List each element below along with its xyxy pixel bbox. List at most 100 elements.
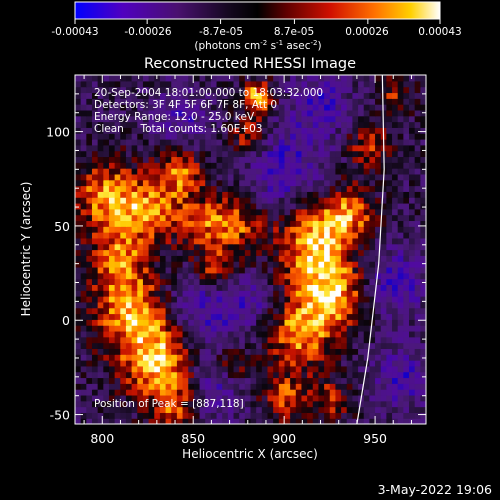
heatmap-cell: [216, 266, 223, 274]
heatmap-cell: [380, 75, 387, 82]
heatmap-cell: [75, 325, 82, 332]
heatmap-cell: [114, 243, 121, 251]
heatmap-cell: [295, 156, 303, 163]
heatmap-cell: [267, 377, 274, 384]
heatmap-cell: [154, 418, 161, 424]
heatmap-cell: [267, 220, 274, 227]
heatmap-cell: [216, 371, 223, 379]
heatmap-cell: [193, 342, 201, 349]
heatmap-cell: [227, 319, 235, 326]
heatmap-cell: [239, 232, 246, 239]
heatmap-cell: [250, 290, 257, 297]
heatmap-cell: [120, 272, 127, 280]
heatmap-cell: [165, 272, 172, 280]
heatmap-cell: [403, 330, 410, 338]
heatmap-cell: [307, 383, 314, 390]
heatmap-cell: [216, 133, 223, 140]
heatmap-cell: [137, 389, 144, 396]
annotation-detectors: Detectors: 3F 4F 5F 6F 7F 8F, Att 0: [94, 99, 277, 111]
heatmap-cell: [222, 98, 229, 105]
heatmap-cell: [386, 313, 393, 320]
heatmap-cell: [182, 220, 189, 227]
heatmap-cell: [312, 342, 320, 349]
heatmap-cell: [329, 92, 337, 99]
heatmap-cell: [403, 191, 410, 198]
heatmap-cell: [386, 377, 393, 384]
heatmap-cell: [403, 150, 410, 158]
heatmap-cell: [363, 138, 370, 146]
heatmap-cell: [420, 173, 426, 181]
heatmap-cell: [165, 360, 172, 367]
heatmap-cell: [318, 156, 325, 163]
heatmap-cell: [199, 214, 206, 222]
heatmap-cell: [91, 80, 99, 88]
heatmap-cell: [75, 150, 82, 158]
heatmap-cell: [86, 185, 93, 192]
heatmap-cell: [171, 400, 178, 408]
heatmap-cell: [386, 197, 393, 204]
heatmap-cell: [171, 278, 178, 285]
heatmap-cell: [403, 127, 410, 134]
heatmap-cell: [227, 237, 235, 245]
heatmap-cell: [80, 325, 87, 332]
heatmap-cell: [369, 249, 376, 256]
heatmap-cell: [205, 185, 212, 192]
heatmap-cell: [403, 168, 410, 175]
heatmap-cell: [284, 266, 291, 274]
heatmap-cell: [199, 296, 206, 303]
heatmap-cell: [233, 249, 240, 256]
heatmap-cell: [210, 168, 218, 175]
heatmap-cell: [414, 121, 421, 128]
heatmap-cell: [244, 133, 252, 140]
heatmap-cell: [227, 144, 235, 152]
heatmap-cell: [142, 220, 150, 227]
heatmap-cell: [205, 330, 212, 338]
heatmap-cell: [409, 325, 416, 332]
heatmap-cell: [375, 173, 382, 181]
heatmap-cell: [108, 377, 116, 384]
heatmap-cell: [108, 360, 116, 367]
heatmap-cell: [199, 313, 206, 320]
heatmap-cell: [182, 296, 189, 303]
heatmap-cell: [165, 226, 172, 233]
heatmap-cell: [273, 307, 280, 315]
heatmap-cell: [403, 249, 410, 256]
heatmap-cell: [108, 156, 116, 163]
heatmap-cell: [335, 377, 342, 384]
heatmap-cell: [244, 313, 252, 320]
heatmap-cell: [392, 272, 399, 280]
heatmap-cell: [307, 185, 314, 192]
heatmap-cell: [324, 290, 331, 297]
heatmap-cell: [142, 243, 150, 251]
heatmap-cell: [352, 348, 359, 355]
heatmap-cell: [335, 168, 342, 175]
heatmap-cell: [363, 185, 370, 192]
heatmap-cell: [131, 162, 138, 169]
heatmap-cell: [307, 191, 314, 198]
heatmap-cell: [103, 354, 110, 361]
heatmap-cell: [205, 75, 212, 82]
heatmap-cell: [188, 394, 195, 402]
heatmap-cell: [392, 261, 399, 268]
heatmap-cell: [91, 214, 99, 222]
heatmap-cell: [324, 197, 331, 204]
heatmap-cell: [176, 185, 184, 192]
heatmap-cell: [358, 243, 365, 251]
heatmap-cell: [312, 75, 320, 82]
heatmap-cell: [392, 400, 399, 408]
heatmap-cell: [386, 255, 393, 262]
heatmap-cell: [301, 237, 308, 245]
heatmap-cell: [114, 232, 121, 239]
heatmap-cell: [369, 98, 376, 105]
heatmap-cell: [125, 261, 133, 268]
heatmap-cell: [397, 394, 404, 402]
heatmap-cell: [284, 237, 291, 245]
heatmap-cell: [165, 86, 172, 94]
heatmap-cell: [301, 272, 308, 280]
heatmap-cell: [335, 133, 342, 140]
heatmap-cell: [91, 360, 99, 367]
heatmap-cell: [301, 75, 308, 82]
heatmap-cell: [346, 412, 353, 419]
heatmap-cell: [97, 185, 104, 192]
heatmap-cell: [148, 168, 155, 175]
